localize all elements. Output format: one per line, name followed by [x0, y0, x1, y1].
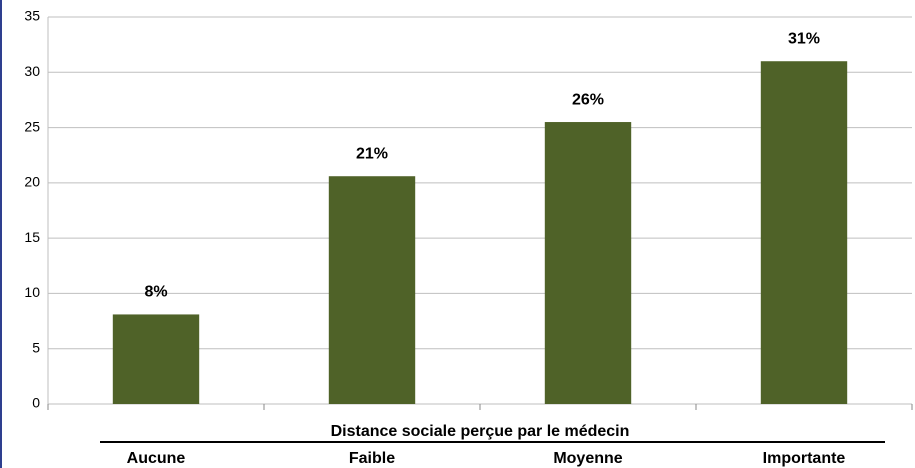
x-tick-label: Aucune [127, 450, 186, 467]
value-label: 31% [788, 30, 820, 47]
x-axis-label: Distance sociale perçue par le médecin [331, 423, 630, 440]
value-label: 26% [572, 91, 604, 108]
y-tick-label: 25 [24, 118, 40, 134]
y-tick-label: 10 [24, 284, 40, 300]
y-tick-label: 30 [24, 63, 40, 79]
y-tick-label: 5 [32, 339, 40, 355]
x-tick-label: Moyenne [553, 450, 622, 467]
y-tick-label: 35 [24, 8, 40, 24]
y-tick-label: 20 [24, 174, 40, 190]
bar [544, 122, 632, 405]
bar [328, 176, 416, 404]
bar [112, 314, 200, 404]
value-label: 8% [144, 284, 167, 301]
bar [760, 61, 848, 404]
x-tick-label: Importante [763, 450, 846, 467]
value-label: 21% [356, 145, 388, 162]
x-tick-label: Faible [349, 450, 395, 467]
y-tick-label: 15 [24, 229, 40, 245]
left-border [0, 0, 2, 468]
y-tick-label: 0 [32, 395, 40, 411]
